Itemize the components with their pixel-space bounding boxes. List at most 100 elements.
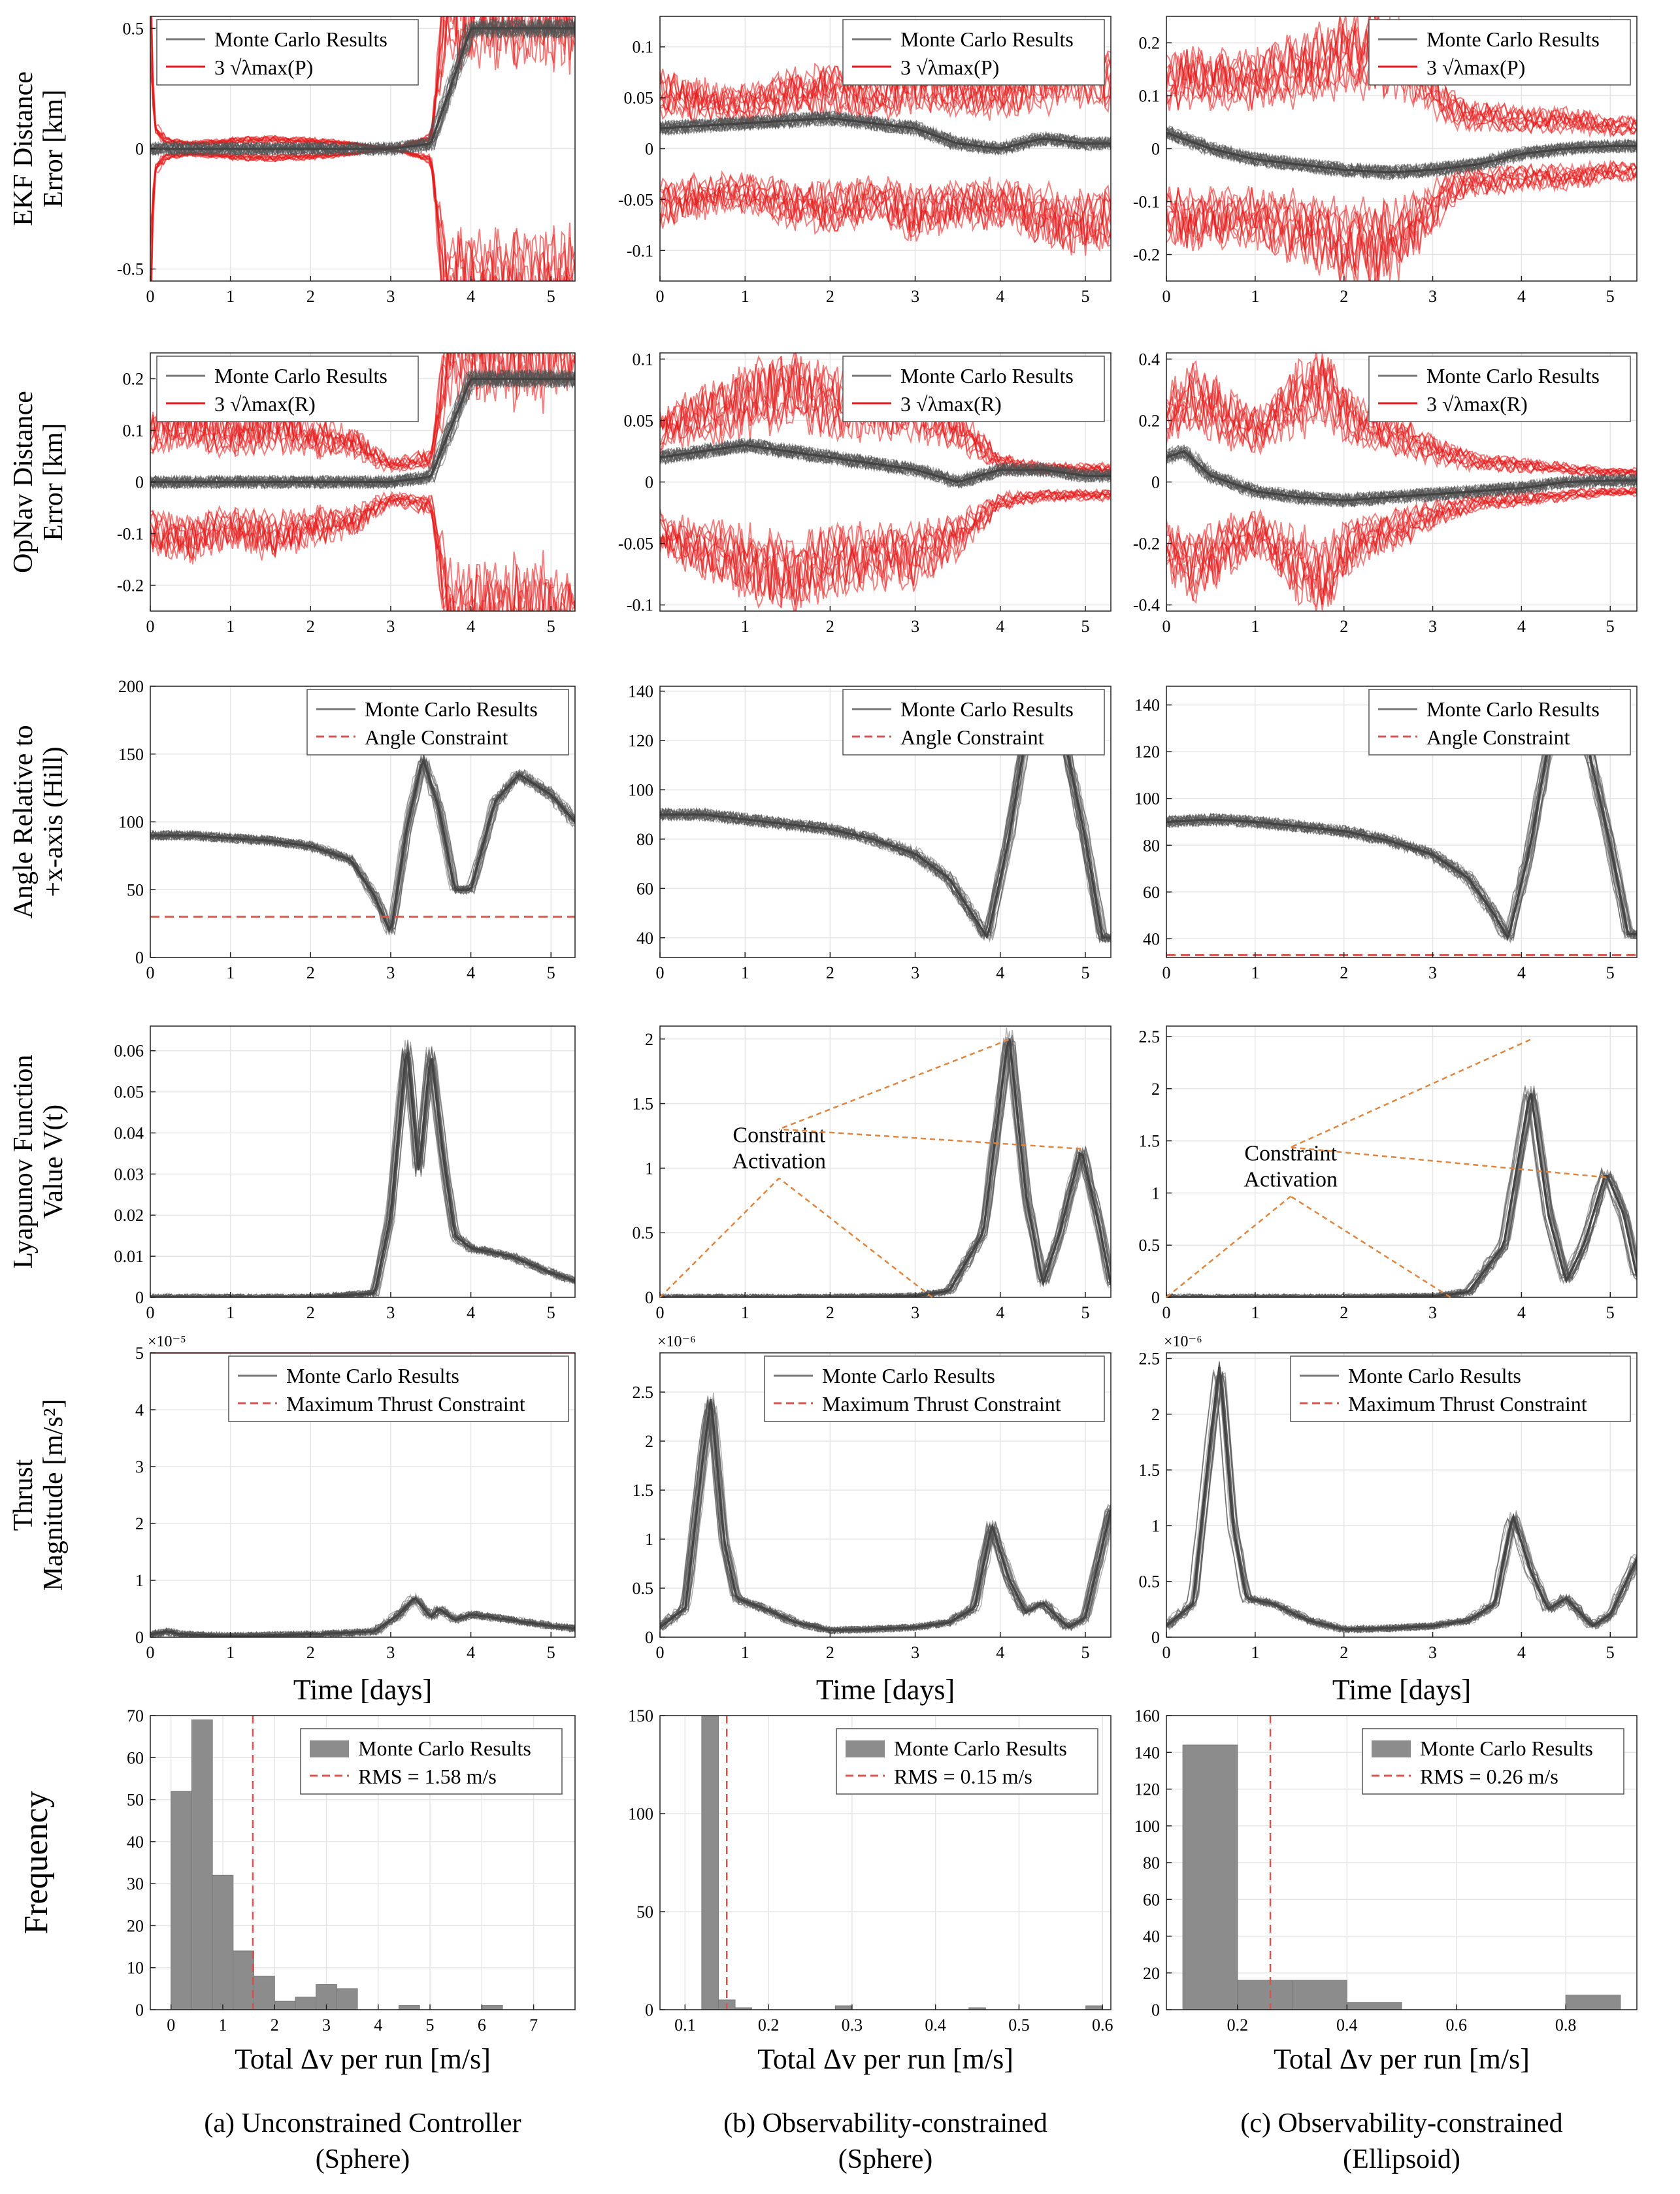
monte-carlo-run [150,18,575,156]
monte-carlo-run [660,110,1111,155]
panel-thrust-b: 0 1 2 3 4 5 0 0.5 1 1.5 2 2.5 ×10⁻⁶ Monte Carlo Resul… [633,1333,1112,1662]
monte-carlo-run [660,438,1111,490]
legend-label: Angle Constraint [900,725,1044,749]
histogram-bar [481,2005,503,2010]
monte-carlo-run [660,439,1111,487]
y-tick-label: 2.5 [1139,1027,1161,1046]
monte-carlo-run [660,1037,1111,1297]
monte-carlo-run [150,18,575,158]
monte-carlo-run [1166,125,1637,179]
y-tick-label: 0.5 [1139,1236,1161,1255]
monte-carlo-run [150,766,575,935]
bound-line-lower [660,172,1111,250]
x-tick-label: 1 [741,963,749,982]
y-tick-label: 0.4 [1139,350,1161,369]
monte-carlo-run [660,1397,1111,1634]
x-tick-label: 5 [547,287,555,306]
y-tick-label: 0.01 [114,1247,144,1266]
y-tick-label: 0 [645,2001,653,2019]
x-tick-label: 3 [1428,963,1437,982]
monte-carlo-run [1166,127,1637,181]
y-tick-label: 140 [1134,696,1160,715]
axes-frame [659,1025,1112,1298]
monte-carlo-run [150,368,575,490]
y-tick-label: 50 [127,1791,144,1810]
panel-angle-c: 0 1 2 3 4 5 40 60 80 100 120 140 Monte Carlo Results… [1134,686,1638,982]
bound-line-lower [1166,486,1637,606]
y-tick-label: 0 [135,473,144,492]
x-tick-label: 3 [322,2016,331,2035]
monte-carlo-run [660,1044,1111,1297]
legend: Monte Carlo Results 3 √λmax(P) [156,19,419,86]
legend: Monte Carlo Results Angle Constraint [842,689,1105,756]
monte-carlo-run [150,1598,575,1637]
x-tick-label: 2 [306,617,315,636]
axes-frame [1166,686,1638,958]
monte-carlo-run [150,17,575,157]
monte-carlo-run [660,1397,1111,1634]
annotation-arrow [1291,1146,1606,1178]
legend-box [842,356,1105,422]
x-tick-label: 4 [467,1303,475,1322]
bound-line-lower [150,492,575,611]
x-tick-label: 5 [547,617,555,636]
panel-ekf-c: 0 1 2 3 4 5 -0.2 -0.1 0 0.1 0.2 Monte Carlo Results… [1133,16,1638,306]
y-tick-label: 50 [636,1903,653,1921]
x-tick-label: 0 [146,963,155,982]
bound-line-lower [1166,159,1637,281]
y-tick-label: 0.03 [114,1165,144,1184]
x-tick-label: 4 [996,1303,1004,1322]
y-tick-label: 0.5 [633,1223,654,1242]
legend-box [1290,1355,1631,1422]
y-tick-label: 160 [1134,1706,1160,1725]
legend-label: Maximum Thrust Constraint [1348,1392,1587,1416]
y-tick-label: 1.5 [633,1095,654,1114]
monte-carlo-run [150,757,575,929]
monte-carlo-run [660,1392,1111,1634]
plot-area [150,1353,575,1637]
legend-label: Monte Carlo Results [365,697,538,721]
time-axis-label: Time [days] [1332,1674,1471,1706]
axes-frame [150,1715,576,2010]
legend-label: Monte Carlo Results [214,27,387,51]
y-tick-label: 80 [1143,836,1160,855]
legend-label: 3 √λmax(R) [900,392,1002,416]
y-tick-label: 0.5 [1139,1572,1161,1591]
legend-label: Monte Carlo Results [900,364,1074,388]
y-tick-label: 0 [645,140,653,159]
axis-multiplier: ×10⁻⁶ [657,1333,696,1350]
monte-carlo-run [1166,448,1637,508]
x-tick-label: 4 [996,287,1004,306]
bound-line-lower [660,177,1111,246]
legend-label: Monte Carlo Results [1426,364,1600,388]
x-tick-label: 2 [1340,617,1348,636]
monte-carlo-run [660,438,1111,485]
y-tick-label: 40 [1143,1927,1160,1946]
x-tick-label: 2 [1340,1303,1348,1322]
row-label-line: +x-axis (Hill) [39,746,69,897]
monte-carlo-run [1166,450,1637,507]
x-tick-label: 1 [226,617,235,636]
monte-carlo-run [660,1395,1111,1635]
row-label-line: OpNav Distance [8,391,39,573]
panel-opnav-b: 1 2 3 4 5 -0.1 -0.05 0 0.05 0.1 Monte Carlo Result… [618,350,1112,636]
monte-carlo-run [660,439,1111,487]
histogram-bar [701,1716,719,2010]
x-tick-label: 5 [1606,617,1615,636]
legend-label: 3 √λmax(P) [900,56,999,79]
y-tick-label: 1.5 [633,1481,654,1500]
y-tick-label: 0.2 [1139,34,1161,53]
bound-line-lower [150,493,572,611]
row-label-line: Frequency [18,1791,55,1934]
x-tick-label: 4 [467,617,475,636]
y-tick-label: 200 [118,677,144,696]
legend: Monte Carlo Results 3 √λmax(R) [842,356,1105,422]
annotation-arrow [659,1177,780,1298]
captions: (a) Unconstrained Controller (Sphere) (b) … [204,2108,1562,2174]
monte-carlo-run [660,1029,1111,1297]
y-tick-label: -0.1 [627,241,653,260]
monte-carlo-run [660,1041,1111,1297]
row-label: Thrust Magnitude [m/s²] [8,1399,69,1591]
monte-carlo-run [1166,1093,1637,1297]
monte-carlo-run [660,438,1111,486]
